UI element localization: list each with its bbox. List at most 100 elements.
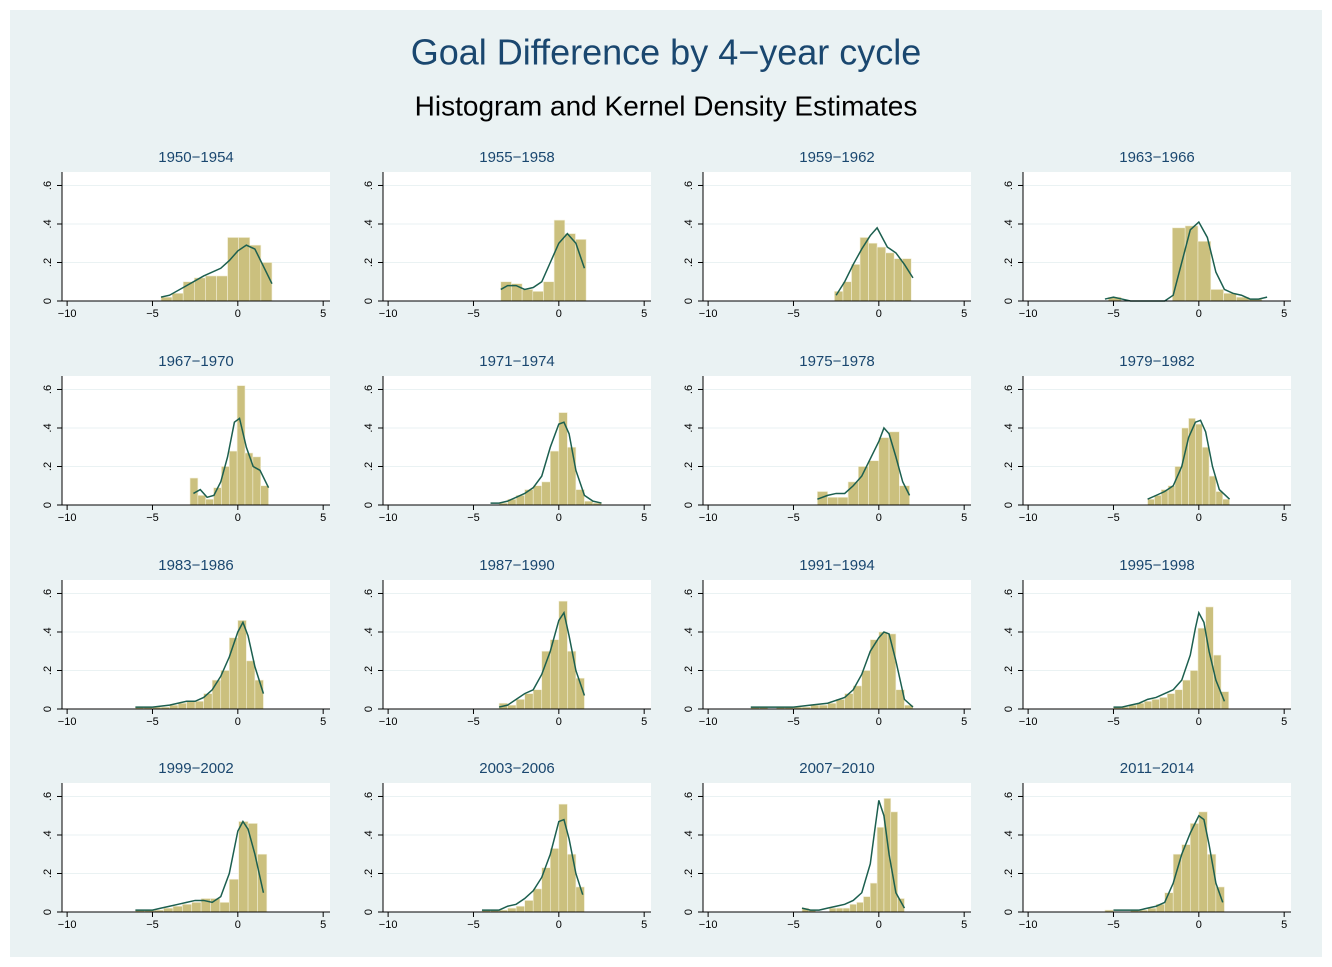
x-tick-label: 5 xyxy=(320,308,326,320)
histogram-bar xyxy=(868,242,878,302)
x-tick-label: 0 xyxy=(235,512,241,524)
x-tick-label: 5 xyxy=(320,716,326,728)
panel-title: 1979−1982 xyxy=(1119,353,1195,370)
histogram-bar xyxy=(228,878,239,913)
histogram-bar xyxy=(191,902,202,913)
x-tick-label: −5 xyxy=(467,919,480,931)
y-tick-label: .6 xyxy=(683,792,695,801)
x-tick-label: 0 xyxy=(876,919,882,931)
histogram-bar xyxy=(1189,823,1200,913)
histogram-bar xyxy=(1151,699,1160,710)
histogram-bar xyxy=(541,481,551,506)
kde-line xyxy=(135,820,265,911)
plot-area xyxy=(62,580,330,709)
histogram-bar xyxy=(1208,475,1217,506)
x-tick-label: −5 xyxy=(467,716,480,728)
panel-title: 1987−1990 xyxy=(479,557,555,574)
x-tick-label: 0 xyxy=(556,919,562,931)
y-tick-label: .6 xyxy=(1003,385,1015,394)
histogram-bar xyxy=(549,639,560,710)
x-tick-label: 5 xyxy=(961,512,967,524)
y-tick-label: 0 xyxy=(1003,706,1015,712)
histogram-bar xyxy=(524,900,534,913)
y-tick-label: .4 xyxy=(683,423,695,432)
x-tick-label: 0 xyxy=(876,308,882,320)
y-tick-label: .2 xyxy=(683,462,695,471)
histogram-bar xyxy=(172,905,183,913)
histogram-bar xyxy=(888,431,900,506)
kde-line xyxy=(750,631,914,708)
histogram-bar xyxy=(818,704,828,710)
histogram-bar xyxy=(228,450,238,506)
y-tick-label: 0 xyxy=(683,502,695,508)
y-tick-label: .4 xyxy=(1003,219,1015,228)
histogram-bar xyxy=(1181,844,1191,913)
histogram-bar xyxy=(564,233,576,302)
x-tick-label: −10 xyxy=(1019,308,1038,320)
x-tick-label: −5 xyxy=(146,512,159,524)
x-tick-label: −10 xyxy=(58,716,77,728)
panel-title: 1983−1986 xyxy=(158,557,234,574)
plot-area xyxy=(383,172,651,301)
histogram-bar xyxy=(249,244,262,302)
histogram-bar xyxy=(197,495,207,506)
y-tick-label: .6 xyxy=(683,385,695,394)
histogram-bar xyxy=(893,258,904,302)
histogram-bar xyxy=(186,700,196,710)
x-tick-label: 5 xyxy=(1281,512,1287,524)
x-tick-label: −5 xyxy=(467,512,480,524)
x-tick-label: −5 xyxy=(146,919,159,931)
histogram-bar xyxy=(584,500,594,506)
y-tick-label: .6 xyxy=(1003,181,1015,190)
y-tick-label: .6 xyxy=(363,181,375,190)
histogram-bar xyxy=(575,886,585,913)
y-tick-label: .2 xyxy=(363,869,375,878)
y-tick-label: .2 xyxy=(42,258,54,267)
y-tick-label: 0 xyxy=(363,909,375,915)
y-tick-label: .6 xyxy=(363,589,375,598)
plot-area xyxy=(1023,376,1291,505)
x-tick-label: −10 xyxy=(58,308,77,320)
histogram-bar xyxy=(515,699,525,710)
histogram-bar xyxy=(211,679,222,710)
histogram-bar xyxy=(532,689,543,710)
plot-area xyxy=(62,783,330,912)
x-tick-label: −5 xyxy=(787,308,800,320)
y-tick-label: .4 xyxy=(1003,830,1015,839)
histogram-bar xyxy=(553,219,566,302)
panel-title: 1995−1998 xyxy=(1119,557,1195,574)
histogram-bar xyxy=(1172,853,1183,913)
panel-title: 1955−1958 xyxy=(479,149,555,166)
histogram-bar xyxy=(237,620,247,710)
y-tick-label: 0 xyxy=(42,298,54,304)
x-tick-label: −10 xyxy=(379,716,398,728)
histogram-bar xyxy=(876,246,886,302)
y-tick-label: .2 xyxy=(363,258,375,267)
y-tick-label: .4 xyxy=(1003,627,1015,636)
y-tick-label: .4 xyxy=(42,423,54,432)
histogram-bar xyxy=(177,702,187,710)
histogram-bar xyxy=(1174,689,1183,710)
kde-line xyxy=(1147,419,1231,500)
histogram-bar xyxy=(1159,697,1168,710)
histogram-bar xyxy=(835,699,845,710)
histogram-bar xyxy=(205,498,214,506)
x-tick-label: −10 xyxy=(1019,919,1038,931)
panel-title: 2003−2006 xyxy=(479,760,555,777)
plot-area xyxy=(383,580,651,709)
histogram-bar xyxy=(1201,446,1210,506)
histogram-bar xyxy=(507,907,517,913)
y-tick-label: .6 xyxy=(683,589,695,598)
x-tick-label: −5 xyxy=(1107,512,1120,524)
plot-area xyxy=(703,580,971,709)
y-tick-label: 0 xyxy=(363,298,375,304)
x-tick-label: 5 xyxy=(641,716,647,728)
histogram-bar xyxy=(205,275,217,302)
x-tick-label: 0 xyxy=(556,716,562,728)
x-tick-label: −5 xyxy=(467,308,480,320)
y-tick-label: .2 xyxy=(683,869,695,878)
histogram-bar xyxy=(549,450,560,506)
histogram-bar xyxy=(827,496,839,506)
histogram-bar xyxy=(869,882,878,913)
x-tick-label: 0 xyxy=(235,919,241,931)
